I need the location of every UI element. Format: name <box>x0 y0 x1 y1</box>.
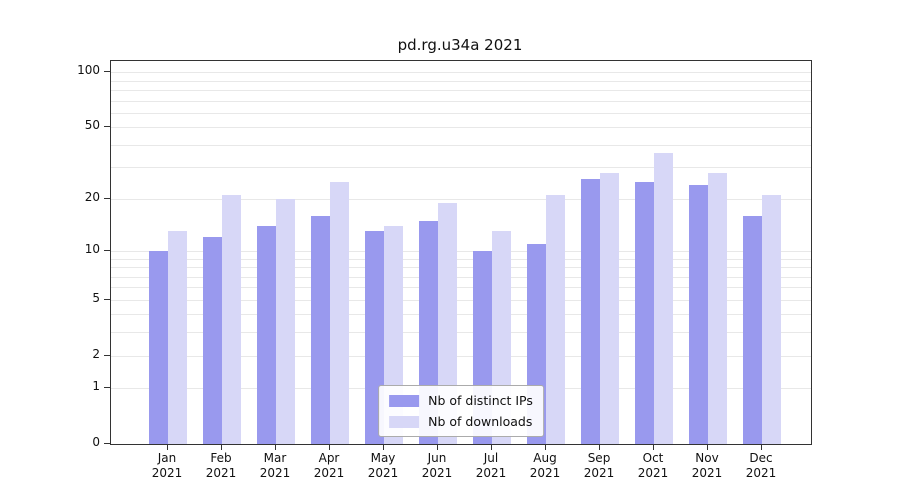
bar-distinct-ips <box>689 184 708 444</box>
legend-label-downloads: Nb of downloads <box>428 414 533 429</box>
bar-downloads <box>654 153 673 444</box>
legend-label-distinct-ips: Nb of distinct IPs <box>428 393 533 408</box>
gridline <box>111 198 811 200</box>
y-axis-tick <box>104 443 110 444</box>
legend-entry-downloads: Nb of downloads <box>389 414 533 429</box>
gridline <box>111 299 811 301</box>
bar-downloads <box>276 198 295 444</box>
y-axis-tick <box>104 354 110 356</box>
gridline <box>111 127 811 129</box>
x-axis-tick <box>599 444 600 450</box>
x-axis-tick-label: Feb 2021 <box>205 451 237 480</box>
bar-distinct-ips <box>743 215 762 444</box>
gridline <box>111 144 811 146</box>
gridline <box>111 332 811 334</box>
plot-area: Nb of distinct IPs Nb of downloads <box>110 60 812 445</box>
y-axis-tick <box>104 126 110 128</box>
x-axis-tick <box>275 444 276 450</box>
x-axis-tick-label: Apr 2021 <box>313 451 345 480</box>
x-axis-tick-label: May 2021 <box>367 451 399 480</box>
bar-downloads <box>546 195 565 444</box>
legend-swatch-downloads <box>389 415 420 428</box>
bar-distinct-ips <box>149 250 168 444</box>
gridline <box>111 355 811 357</box>
x-axis-tick <box>491 444 492 450</box>
legend-swatch-distinct-ips <box>389 394 420 407</box>
x-axis-tick <box>221 444 222 450</box>
x-axis-tick-label: Jun 2021 <box>421 451 453 480</box>
gridline <box>111 276 811 278</box>
x-axis-tick-label: Sep 2021 <box>583 451 615 480</box>
bar-downloads <box>708 172 727 444</box>
gridline <box>111 112 811 114</box>
legend: Nb of distinct IPs Nb of downloads <box>378 385 544 437</box>
gridline <box>111 80 811 82</box>
bar-distinct-ips <box>257 225 276 444</box>
y-axis-tick <box>104 197 110 199</box>
x-axis-tick-label: Mar 2021 <box>259 451 291 480</box>
bar-distinct-ips <box>581 178 600 444</box>
x-axis-tick-label: Aug 2021 <box>529 451 561 480</box>
x-axis-tick-label: Jan 2021 <box>151 451 183 480</box>
gridline <box>111 167 811 169</box>
y-axis-tick-label: 100 <box>77 63 100 78</box>
y-axis-tick <box>104 71 110 73</box>
y-axis-tick-label: 10 <box>84 241 100 256</box>
x-axis-tick <box>761 444 762 450</box>
x-axis-tick <box>383 444 384 450</box>
legend-entry-distinct-ips: Nb of distinct IPs <box>389 393 533 408</box>
gridline <box>111 100 811 102</box>
x-axis-tick <box>653 444 654 450</box>
bar-downloads <box>330 181 349 444</box>
x-axis-tick <box>707 444 708 450</box>
y-axis-tick-label: 20 <box>84 189 100 204</box>
y-axis-tick <box>104 387 110 389</box>
bar-distinct-ips <box>311 215 330 444</box>
x-axis-tick-label: Nov 2021 <box>691 451 723 480</box>
gridline <box>111 89 811 91</box>
x-axis-tick <box>167 444 168 450</box>
x-axis-tick <box>545 444 546 450</box>
y-axis-tick-label: 50 <box>84 118 100 133</box>
chart-title: pd.rg.u34a 2021 <box>397 36 523 54</box>
bar-downloads <box>438 202 457 444</box>
bar-downloads <box>762 195 781 444</box>
bar-distinct-ips <box>635 181 654 444</box>
gridline <box>111 287 811 289</box>
x-axis-tick-label: Dec 2021 <box>745 451 777 480</box>
y-axis-tick-label: 5 <box>92 290 100 305</box>
x-axis-tick-label: Jul 2021 <box>475 451 507 480</box>
bar-downloads <box>222 195 241 444</box>
x-axis-tick-label: Oct 2021 <box>637 451 669 480</box>
y-axis-tick <box>104 249 110 251</box>
gridline <box>111 267 811 268</box>
gridline <box>111 258 811 260</box>
bar-downloads <box>600 172 619 444</box>
x-axis-tick <box>329 444 330 450</box>
bar-distinct-ips <box>203 237 222 444</box>
y-axis-tick-label: 0 <box>92 435 100 449</box>
gridline <box>111 250 811 252</box>
y-axis-tick-label: 2 <box>92 346 100 361</box>
y-axis-tick-label: 1 <box>92 379 100 394</box>
bar-downloads <box>168 231 187 444</box>
gridline <box>111 72 811 74</box>
gridline <box>111 314 811 316</box>
x-axis-tick <box>437 444 438 450</box>
y-axis-tick <box>104 298 110 300</box>
